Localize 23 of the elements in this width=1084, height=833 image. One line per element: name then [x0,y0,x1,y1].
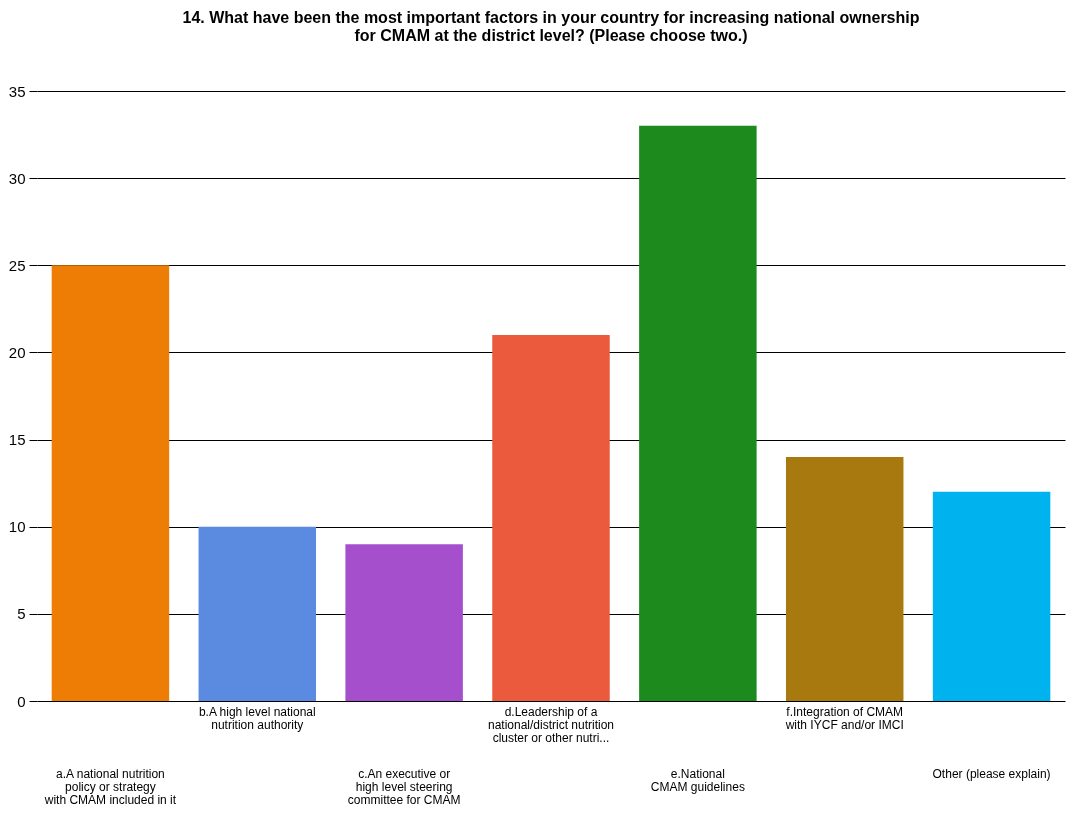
x-tick-label: d.Leadership of a national/district nutrition cluster or other nutri... [487,705,615,745]
chart-title: 14. What have been the most important factors in your country for increasing national ownership for CMAM at the district level? (Please choose two.) [182,9,920,44]
bar [932,491,1051,701]
y-tick-label: 35 [8,82,26,100]
x-tick-label: e.National CMAM guidelines [650,767,745,794]
x-tick-label: Other (please explain) [932,767,1051,781]
bar [639,125,757,701]
x-tick-label: b.A high level national nutrition authority [198,705,316,732]
x-tick-label: c.An executive or high level steering committee for CMAM [347,767,461,807]
y-tick-label: 25 [8,256,26,274]
y-tick-label: 5 [17,605,26,623]
y-tick-label: 30 [8,169,26,187]
bar [198,526,317,701]
y-tick-label: 15 [8,431,26,449]
bar [492,335,610,701]
x-tick-label: a.A national nutrition policy or strategy with CMAM included in it [43,767,177,807]
bar [785,457,904,701]
bar [345,544,463,701]
y-tick-label: 20 [8,343,26,361]
bar [51,265,170,701]
y-tick-label: 10 [8,518,26,536]
y-tick-label: 0 [17,692,26,710]
x-tick-label: f.Integration of CMAM with IYCF and/or IMCI [784,705,904,732]
